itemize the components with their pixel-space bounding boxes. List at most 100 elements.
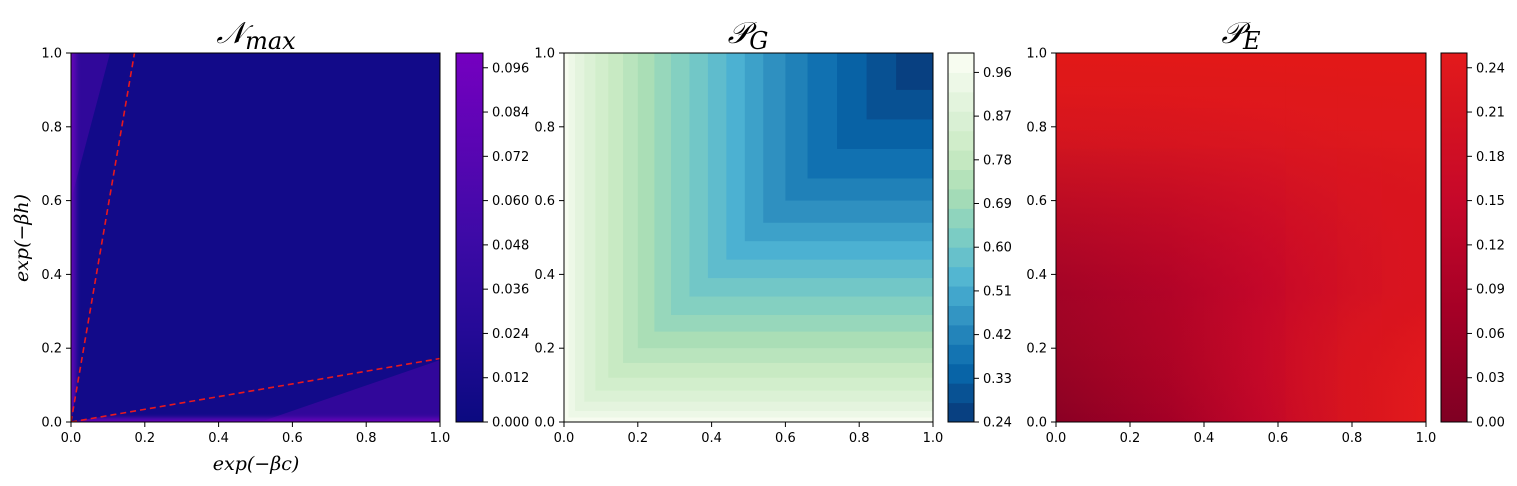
colorbar-tick-label: 0.072 — [492, 150, 529, 165]
colorbar-tick-label: 0.51 — [983, 284, 1012, 299]
panel-2-x-ticks: 0.0 0.2 0.4 0.6 0.8 1.0 — [554, 422, 944, 446]
colorbar-tick-label: 0.24 — [1476, 61, 1505, 76]
colorbar-tick-label: 0.06 — [1476, 327, 1505, 342]
colorbar-tick-label: 0.012 — [492, 371, 529, 386]
panel-1-colorbar — [455, 52, 484, 423]
colorbar-band — [948, 266, 974, 287]
y-tick-label: 1.0 — [41, 47, 62, 62]
colorbar-tick-label: 0.096 — [492, 61, 529, 76]
x-tick-label: 0.8 — [356, 431, 377, 446]
contour-band — [1056, 53, 1426, 149]
x-tick-label: 0.2 — [134, 431, 155, 446]
panel-p-e: 𝒫E 0.0 0.2 0.4 0.6 0.8 1.0 0.0 0.2 0.4 0.6 0.8 1.0… — [1026, 16, 1505, 446]
y-tick-label: 0.0 — [534, 416, 555, 431]
panel-3-y-ticks: 0.0 0.2 0.4 0.6 0.8 1.0 — [1026, 47, 1056, 431]
y-tick-label: 0.0 — [1026, 416, 1047, 431]
panel-1-y-ticks: 0.0 0.2 0.4 0.6 0.8 1.0 — [41, 47, 71, 431]
colorbar-tick-label: 0.60 — [983, 241, 1012, 256]
colorbar-band — [948, 344, 974, 365]
panel-1-x-axis-label: exp(−βc) — [213, 453, 300, 475]
colorbar-tick-label: 0.21 — [1476, 106, 1505, 121]
panel-1-y-axis-label: exp(−βh) — [11, 194, 33, 282]
y-tick-label: 0.4 — [1026, 268, 1047, 283]
panel-1-x-ticks: 0.0 0.2 0.4 0.6 0.8 1.0 — [61, 422, 451, 446]
y-tick-label: 0.8 — [41, 120, 62, 135]
colorbar-band — [948, 305, 974, 326]
x-tick-label: 0.8 — [1342, 431, 1363, 446]
x-tick-label: 0.6 — [282, 431, 303, 446]
x-tick-label: 0.2 — [627, 431, 648, 446]
x-tick-label: 1.0 — [923, 431, 944, 446]
y-tick-label: 0.2 — [41, 342, 62, 357]
contour-band — [1056, 53, 1426, 87]
colorbar-band — [948, 91, 974, 112]
colorbar-tick-label: 0.96 — [983, 66, 1012, 81]
colorbar-band — [948, 402, 974, 423]
colorbar-band — [948, 130, 974, 151]
y-tick-label: 1.0 — [1026, 47, 1047, 62]
y-tick-label: 0.8 — [1026, 120, 1047, 135]
panel-2-title: 𝒫G — [728, 16, 769, 55]
colorbar-band — [948, 286, 974, 306]
colorbar-tick-label: 0.24 — [983, 416, 1012, 431]
colorbar-band — [948, 363, 974, 384]
colorbar-band — [948, 208, 974, 229]
boundary-line-lower — [71, 357, 440, 422]
colorbar-tick-label: 0.048 — [492, 238, 529, 253]
x-tick-label: 0.0 — [1046, 431, 1067, 446]
x-tick-label: 0.8 — [849, 431, 870, 446]
colorbar-band — [948, 383, 974, 404]
x-tick-label: 0.0 — [554, 431, 575, 446]
x-tick-label: 0.4 — [701, 431, 722, 446]
x-tick-label: 0.6 — [1268, 431, 1289, 446]
colorbar-band — [948, 247, 974, 268]
y-tick-label: 0.0 — [41, 416, 62, 431]
panel-2-heatmap — [564, 53, 933, 422]
colorbar-tick-label: 0.15 — [1476, 194, 1505, 209]
panel-2-colorbar — [948, 53, 974, 423]
colorbar-tick-label: 0.024 — [492, 327, 529, 342]
colorbar-tick-label: 0.69 — [983, 197, 1012, 212]
colorbar-band — [948, 111, 974, 132]
x-tick-label: 1.0 — [430, 431, 451, 446]
colorbar-tick-label: 0.33 — [983, 372, 1012, 387]
panel-1-title: 𝒩max — [216, 16, 296, 55]
colorbar-tick-label: 0.87 — [983, 110, 1012, 125]
colorbar-band — [948, 150, 974, 171]
panel-3-x-ticks: 0.0 0.2 0.4 0.6 0.8 1.0 — [1046, 422, 1437, 446]
colorbar-tick-label: 0.036 — [492, 283, 529, 298]
colorbar-band — [948, 324, 974, 345]
colorbar-tick-label: 0.09 — [1476, 283, 1505, 298]
y-tick-label: 1.0 — [534, 47, 555, 62]
x-tick-label: 1.0 — [1416, 431, 1437, 446]
panel-3-title: 𝒫E — [1221, 16, 1261, 55]
colorbar-band — [948, 227, 974, 248]
contour-band — [1337, 53, 1426, 422]
panel-2-y-ticks: 0.0 0.2 0.4 0.6 0.8 1.0 — [534, 47, 564, 431]
y-tick-label: 0.2 — [534, 342, 555, 357]
contour-band — [1056, 53, 1426, 131]
colorbar-tick-label: 0.03 — [1476, 371, 1505, 386]
colorbar-band — [948, 188, 974, 209]
y-tick-label: 0.4 — [534, 268, 555, 283]
y-tick-label: 0.6 — [41, 194, 62, 209]
y-tick-label: 0.6 — [1026, 194, 1047, 209]
x-tick-label: 0.4 — [208, 431, 229, 446]
x-tick-label: 0.6 — [775, 431, 796, 446]
colorbar-tick-label: 0.000 — [492, 416, 529, 431]
panel-2-colorbar-ticks: 0.24 0.33 0.42 0.51 0.60 0.69 0.78 0.87 0.96 — [974, 66, 1012, 431]
panel-3-colorbar-ticks: 0.00 0.03 0.06 0.09 0.12 0.15 0.18 0.21 0.24 — [1467, 61, 1505, 431]
y-tick-label: 0.4 — [41, 268, 62, 283]
panel-1-heatmap — [71, 53, 440, 422]
contour-band — [1285, 53, 1426, 422]
y-tick-label: 0.2 — [1026, 342, 1047, 357]
panel-3-colorbar — [1440, 52, 1468, 423]
colorbar-tick-label: 0.060 — [492, 194, 529, 209]
panel-3-heatmap — [1056, 53, 1426, 422]
contour-band — [896, 53, 933, 90]
colorbar-tick-label: 0.18 — [1476, 150, 1505, 165]
contour-band — [1056, 53, 1426, 109]
panel-n-max: 𝒩max 0.0 0.2 0.4 0.6 0.8 1.0 0.0 0.2 0.4 0.6 0.8 1… — [11, 16, 529, 475]
colorbar-band — [948, 53, 974, 73]
